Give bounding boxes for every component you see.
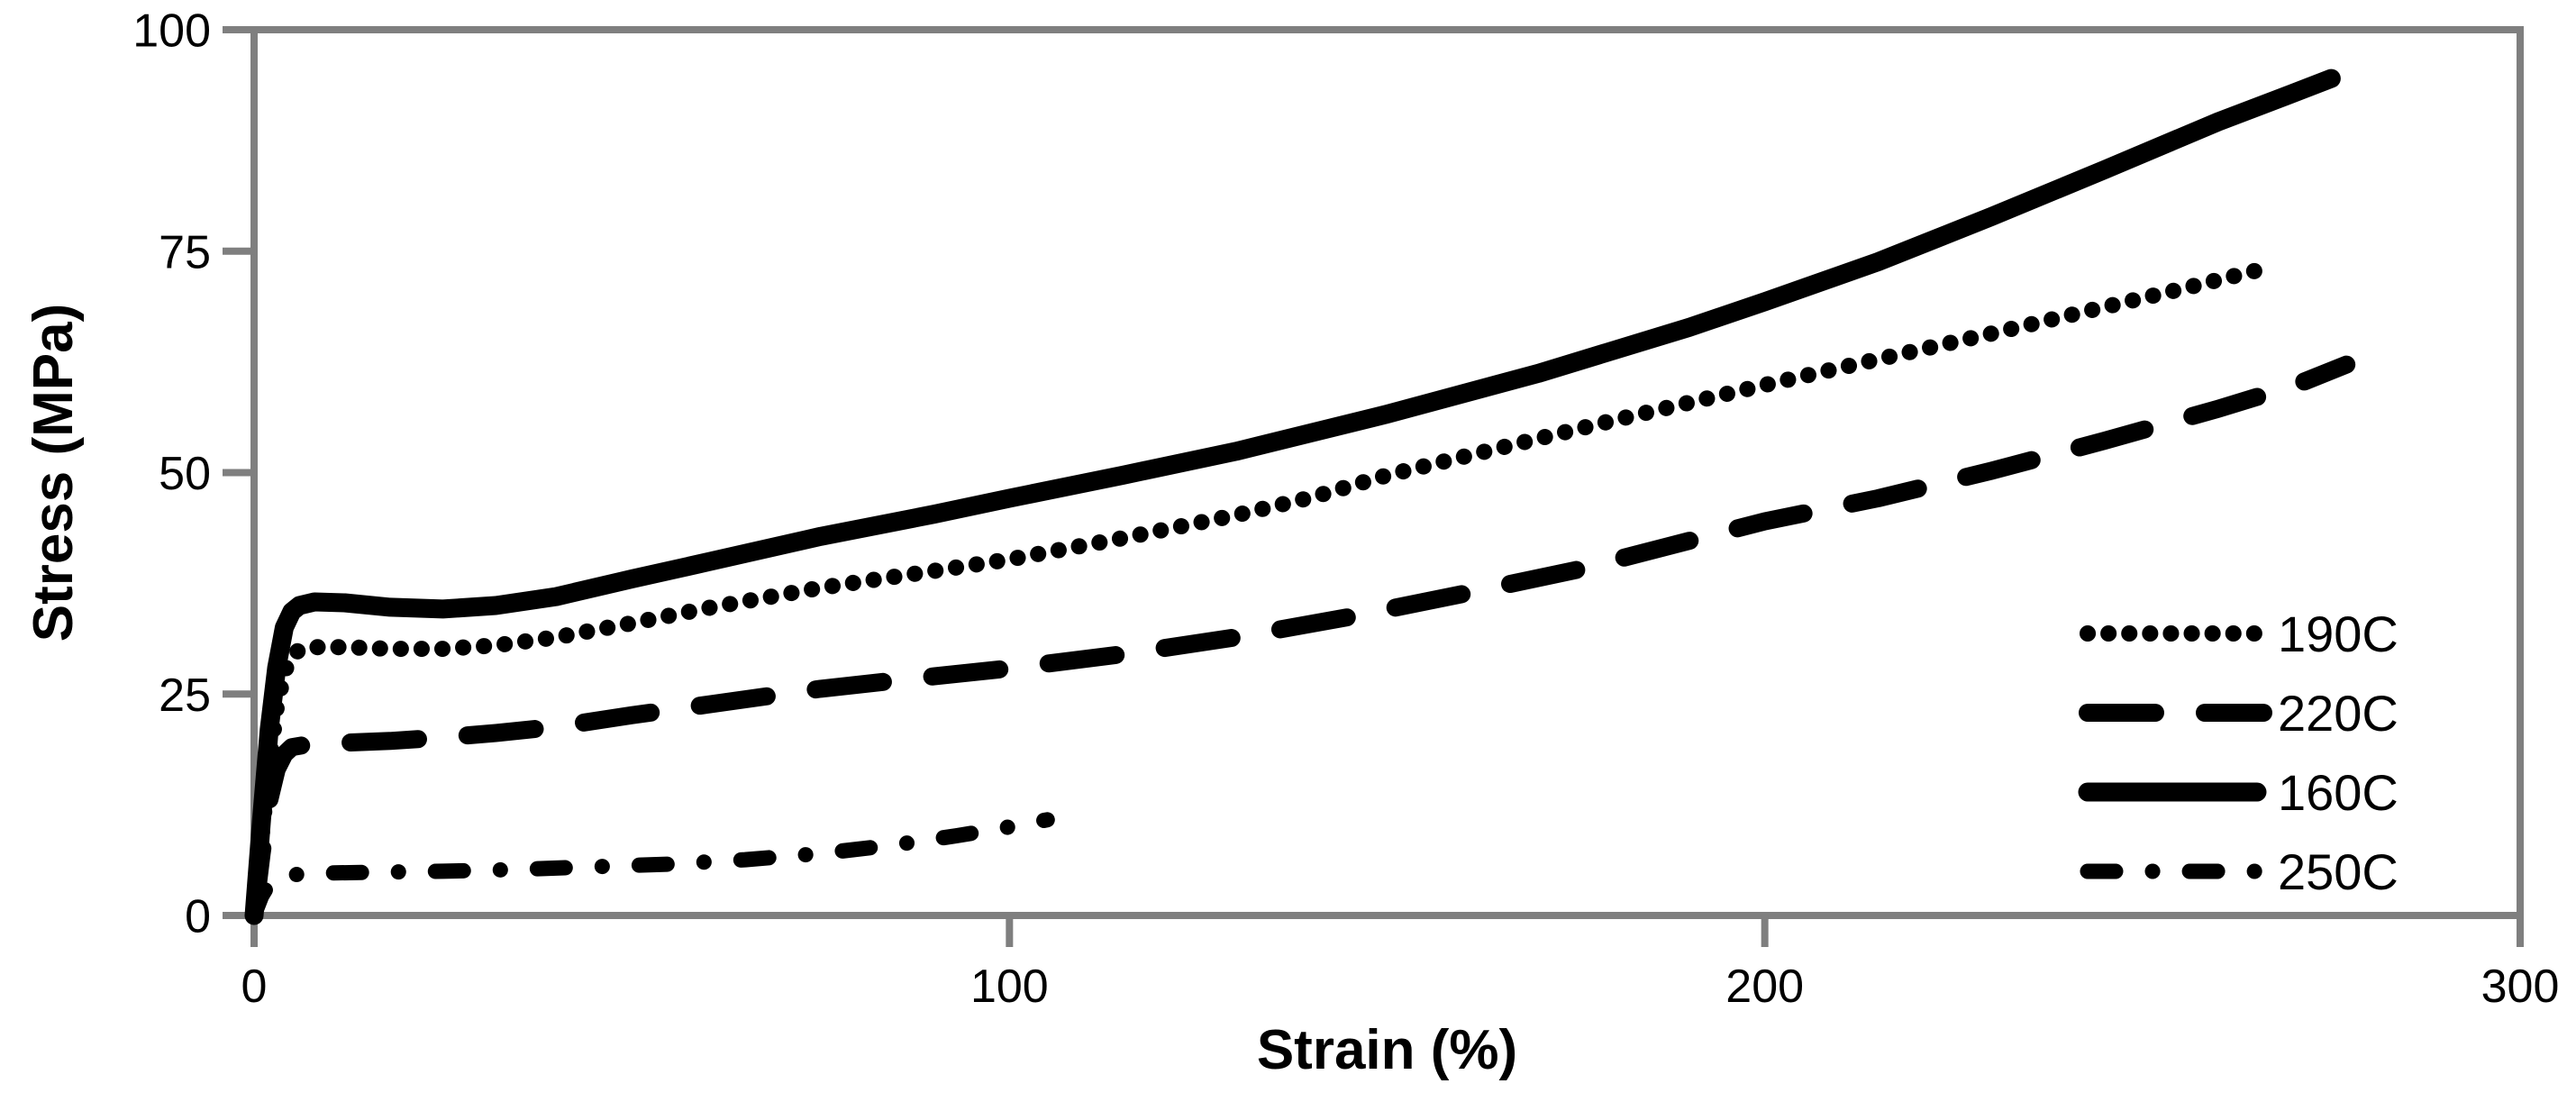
legend-item-160C: 160C <box>2078 764 2399 821</box>
axis-labels-group: 0 25 50 75 100 0 100 200 300 Strain (%) Stress (MP… <box>23 5 2559 1081</box>
series-190C-line <box>246 260 2271 924</box>
legend-item-250C: 250C <box>2080 843 2399 900</box>
legend-item-220C: 220C <box>2079 685 2399 742</box>
y-tick-label: 25 <box>159 669 211 722</box>
tick-marks-group <box>223 26 2524 947</box>
y-tick-label: 0 <box>185 891 211 943</box>
series-250C-line <box>246 812 1055 924</box>
x-tick-label: 100 <box>970 961 1049 1013</box>
legend-label: 190C <box>2278 606 2399 662</box>
y-tick-label: 50 <box>159 448 211 500</box>
legend-item-190C: 190C <box>2080 606 2399 662</box>
x-tick-label: 300 <box>2481 961 2560 1013</box>
y-axis-title: Stress (MPa) <box>23 304 85 642</box>
legend-label: 250C <box>2278 843 2399 900</box>
legend-label: 160C <box>2278 764 2399 821</box>
x-tick-label: 200 <box>1725 961 1804 1013</box>
series-group <box>244 68 2356 925</box>
y-tick-label: 75 <box>159 226 211 278</box>
x-axis-title: Strain (%) <box>1257 1019 1517 1081</box>
series-160C-line <box>244 68 2341 925</box>
x-tick-label: 0 <box>241 961 268 1013</box>
y-tick-label: 100 <box>132 5 211 58</box>
legend-group: 190C 220C 160C 250C <box>2078 606 2399 900</box>
legend-label: 220C <box>2278 685 2399 742</box>
series-220C-line <box>245 355 2356 924</box>
